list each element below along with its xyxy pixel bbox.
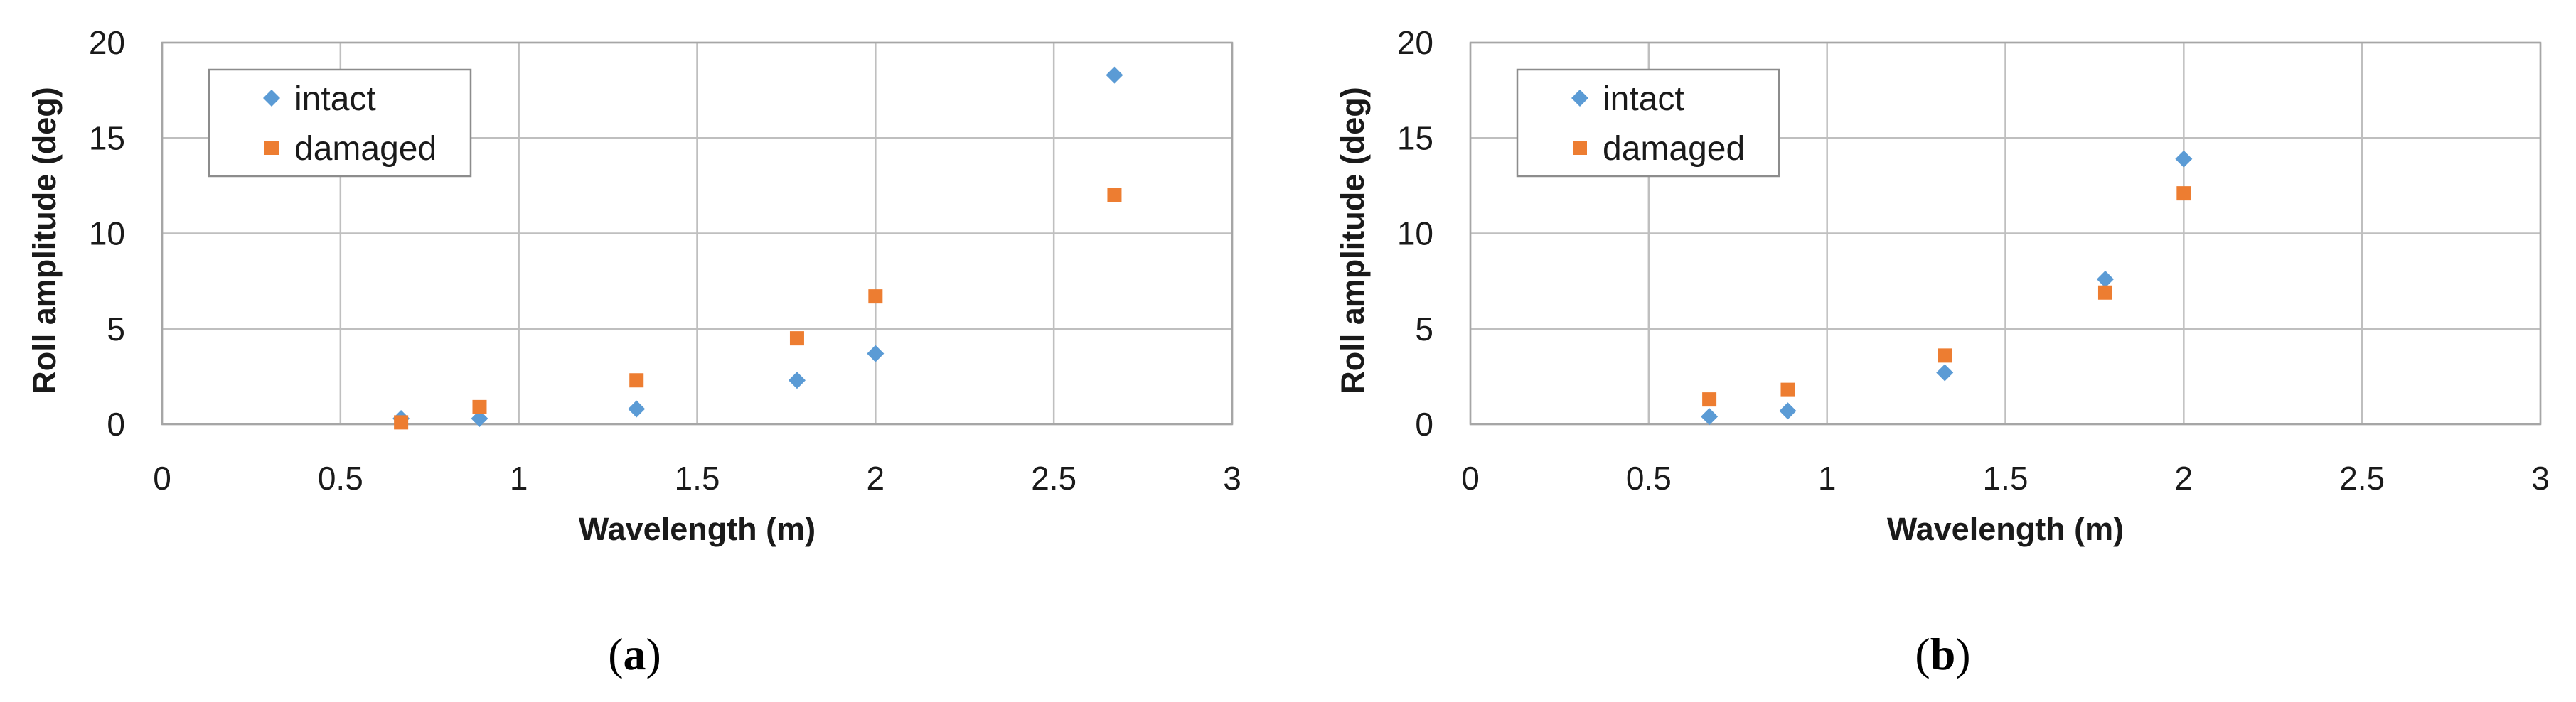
data-point-damaged	[1780, 382, 1795, 397]
y-tick-label: 10	[1397, 215, 1433, 252]
x-tick-label: 0	[153, 460, 171, 497]
data-point-damaged	[2176, 186, 2191, 201]
y-tick-label: 10	[89, 215, 125, 252]
data-point-damaged	[789, 331, 804, 346]
legend-item-intact: intact	[1571, 80, 1684, 118]
data-point-intact	[788, 372, 806, 389]
y-tick-label: 5	[1415, 310, 1433, 347]
data-point-damaged	[394, 415, 409, 430]
legend: intact damaged	[208, 68, 472, 178]
y-tick-label: 20	[1397, 24, 1433, 61]
data-point-intact	[1779, 402, 1797, 420]
data-point-damaged	[1702, 392, 1717, 407]
data-point-damaged	[2097, 285, 2112, 300]
data-point-intact	[1106, 66, 1123, 84]
legend-marker-square	[1573, 141, 1587, 155]
legend-marker-diamond	[1571, 90, 1588, 107]
panel-label-a: (a)	[608, 629, 661, 679]
data-point-intact	[1701, 408, 1719, 426]
x-tick-label: 2	[867, 460, 885, 497]
x-tick-label: 1.5	[1983, 460, 2029, 497]
x-axis-title: Wavelength (m)	[579, 511, 816, 547]
data-point-damaged	[629, 373, 644, 388]
legend-item-damaged: damaged	[1573, 130, 1745, 168]
legend-label: damaged	[294, 130, 437, 168]
legend-item-damaged: damaged	[264, 130, 437, 168]
x-tick-label: 2.5	[2339, 460, 2385, 497]
x-axis-ticks: 0 0.5 1 1.5 2 2.5 3	[153, 460, 1241, 497]
x-tick-label: 0	[1461, 460, 1480, 497]
y-tick-label: 0	[107, 406, 125, 443]
y-tick-label: 15	[1397, 119, 1433, 156]
x-tick-label: 2.5	[1031, 460, 1076, 497]
legend-label: intact	[294, 80, 376, 118]
x-tick-label: 2	[2175, 460, 2193, 497]
data-point-intact	[867, 345, 885, 362]
data-point-damaged	[1107, 188, 1122, 202]
x-tick-label: 1	[1818, 460, 1837, 497]
x-tick-label: 1.5	[675, 460, 720, 497]
chart-panel-a: 0 0.5 1 1.5 2 2.5 3 0 5 10 15 20 Wavelength (m) Ro…	[26, 24, 1241, 679]
legend-label: intact	[1603, 80, 1684, 118]
legend-item-intact: intact	[263, 80, 376, 118]
data-point-intact	[1936, 364, 1954, 382]
data-point-damaged	[472, 399, 487, 414]
y-tick-label: 15	[89, 119, 125, 156]
legend-marker-square	[264, 141, 279, 155]
legend-marker-diamond	[263, 90, 280, 107]
panel-label-letter: a	[624, 629, 646, 679]
data-point-intact	[471, 409, 488, 427]
data-point-intact	[2096, 270, 2114, 288]
legend: intact damaged	[1516, 68, 1780, 178]
legend-box	[208, 68, 472, 178]
x-tick-label: 0.5	[318, 460, 363, 497]
x-axis-title: Wavelength (m)	[1887, 511, 2124, 547]
chart-panel-b: 0 0.5 1 1.5 2 2.5 3 0 5 10 15 20 Wavelength (m) Ro…	[1335, 24, 2550, 679]
y-axis-title: Roll amplitude (deg)	[26, 87, 63, 394]
x-axis-ticks: 0 0.5 1 1.5 2 2.5 3	[1461, 460, 2550, 497]
y-tick-label: 0	[1415, 406, 1433, 443]
legend-box	[1516, 68, 1780, 178]
data-point-intact	[628, 400, 646, 418]
x-tick-label: 3	[2531, 460, 2550, 497]
data-points	[392, 66, 1123, 430]
data-point-intact	[2175, 150, 2193, 168]
plot-area	[161, 41, 1234, 426]
x-tick-label: 1	[510, 460, 528, 497]
x-tick-label: 0.5	[1626, 460, 1672, 497]
y-axis-ticks: 0 5 10 15 20	[89, 24, 125, 443]
y-axis-title: Roll amplitude (deg)	[1335, 87, 1371, 394]
x-tick-label: 3	[1223, 460, 1241, 497]
data-point-damaged	[1938, 348, 1952, 363]
data-points	[1701, 150, 2193, 426]
data-point-damaged	[868, 289, 883, 304]
y-axis-ticks: 0 5 10 15 20	[1397, 24, 1433, 443]
panel-label-letter: b	[1930, 629, 1956, 679]
panel-label-b: (b)	[1915, 629, 1970, 679]
plot-area	[1469, 41, 2542, 426]
y-tick-label: 5	[107, 310, 125, 347]
y-tick-label: 20	[89, 24, 125, 61]
legend-label: damaged	[1603, 130, 1745, 168]
